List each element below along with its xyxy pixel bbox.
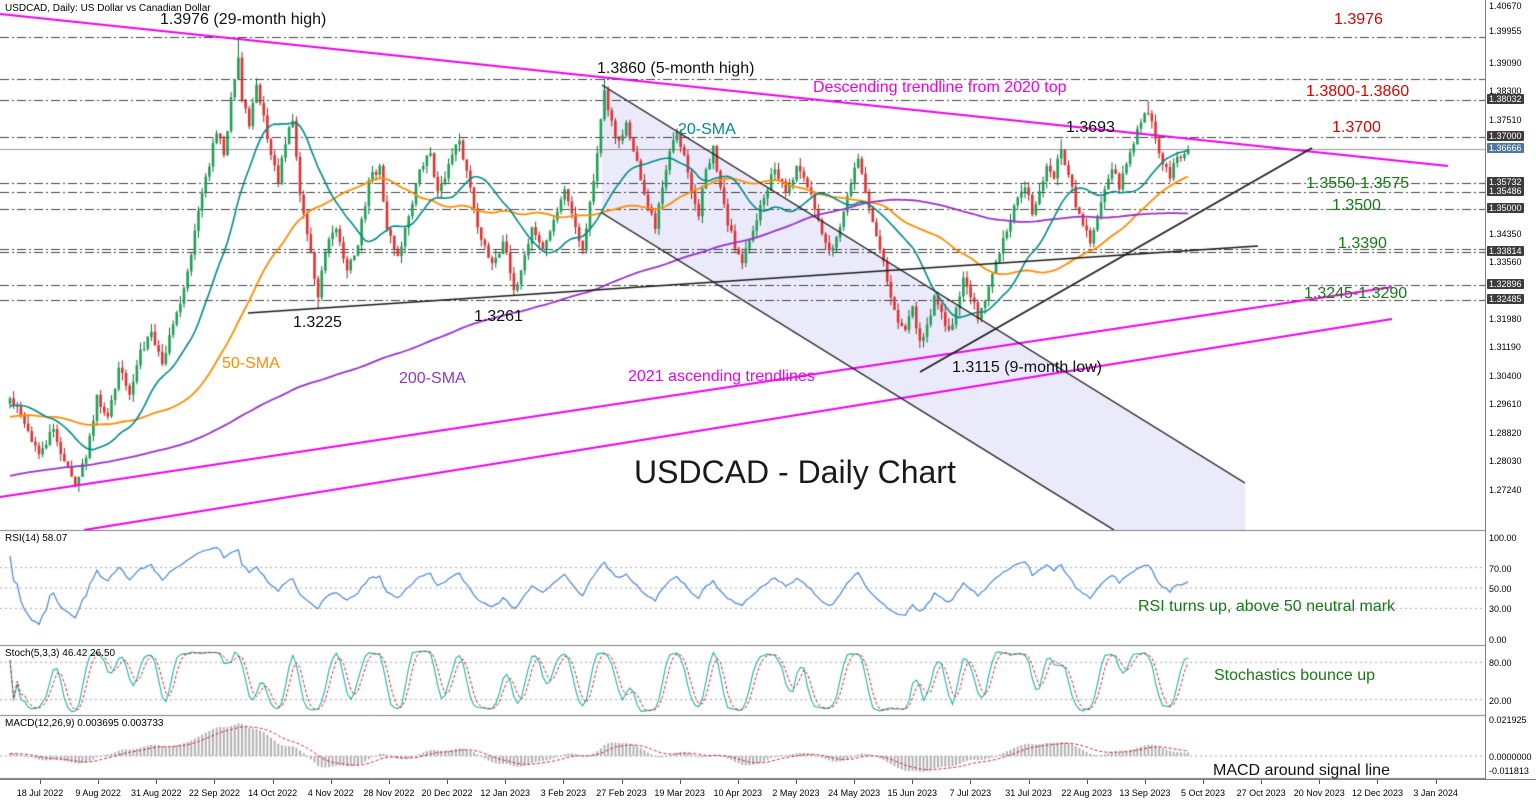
time-tick — [156, 780, 158, 784]
chart-canvas[interactable] — [0, 0, 1485, 779]
time-tick — [98, 780, 100, 784]
stoch-axis-label: 20.00 — [1489, 695, 1512, 706]
level-price-tag: 1.38032 — [1487, 93, 1524, 104]
time-label: 24 May 2023 — [828, 788, 881, 798]
level-price-tag: 1.35000 — [1487, 203, 1524, 214]
level-price-tag: 1.33814 — [1487, 245, 1524, 256]
current-price-tag: 1.36666 — [1487, 143, 1524, 154]
time-label: 2 May 2023 — [772, 788, 820, 798]
time-label: 3 Jan 2024 — [1413, 788, 1458, 798]
macd-axis-label: 0.0000000 — [1489, 752, 1532, 763]
time-label: 12 Dec 2023 — [1351, 788, 1403, 798]
time-tick — [1144, 780, 1146, 784]
level-price-tag: 1.35732 — [1487, 176, 1524, 187]
time-label: 31 Jul 2023 — [1005, 788, 1052, 798]
rsi-axis-label: 100.00 — [1489, 533, 1517, 543]
price-grid-label: 1.31980 — [1489, 314, 1522, 324]
time-tick — [679, 780, 681, 784]
time-label: 20 Dec 2022 — [421, 788, 473, 798]
time-label: 14 Oct 2022 — [248, 788, 298, 798]
macd-axis-label: 0.021925 — [1489, 715, 1527, 725]
stoch-axis-label: 80.00 — [1489, 658, 1512, 669]
time-tick — [505, 780, 507, 784]
time-tick — [1435, 780, 1437, 784]
time-tick — [1028, 780, 1030, 784]
time-label: 13 Sep 2023 — [1119, 788, 1171, 798]
rsi-indicator-label: RSI(14) 58.07 — [5, 533, 68, 544]
time-label: 22 Sep 2022 — [188, 788, 240, 798]
time-tick — [447, 780, 449, 784]
price-grid-label: 1.27240 — [1489, 484, 1522, 495]
level-price-tag: 1.35486 — [1487, 185, 1524, 196]
time-tick — [1086, 780, 1088, 784]
price-grid-label: 1.39090 — [1489, 57, 1522, 68]
time-tick — [912, 780, 914, 784]
price-grid-label: 1.38300 — [1489, 86, 1522, 97]
time-label: 22 Aug 2023 — [1061, 788, 1112, 798]
time-label: 5 Oct 2023 — [1180, 788, 1226, 798]
time-tick — [1377, 780, 1379, 784]
price-grid-label: 1.34350 — [1489, 228, 1522, 239]
price-grid-label: 1.37510 — [1489, 114, 1522, 125]
price-grid-label: 1.33560 — [1489, 257, 1522, 268]
time-label: 9 Aug 2022 — [75, 788, 121, 798]
level-price-tag: 1.32485 — [1487, 293, 1524, 304]
macd-indicator-label: MACD(12,26,9) 0.003695 0.003733 — [5, 718, 164, 729]
time-label: 18 Jul 2022 — [16, 788, 64, 798]
price-grid-label: 1.40670 — [1489, 0, 1522, 11]
price-grid-label: 1.29610 — [1489, 399, 1522, 410]
time-tick — [40, 780, 41, 784]
time-tick — [621, 780, 623, 784]
macd-axis-label: -0.011813 — [1489, 766, 1529, 776]
chart-title: USDCAD, Daily: US Dollar vs Canadian Dol… — [5, 3, 211, 14]
level-price-tag: 1.32896 — [1487, 278, 1524, 289]
time-tick — [1261, 780, 1263, 784]
price-grid-label: 1.28030 — [1489, 456, 1522, 467]
rsi-axis-label: 50.00 — [1489, 584, 1512, 594]
time-tick — [854, 780, 856, 784]
stoch-indicator-label: Stoch(5,3,3) 46.42 26.50 — [5, 648, 116, 659]
time-tick — [1203, 780, 1204, 784]
time-tick — [272, 780, 274, 784]
time-label: 20 Nov 2023 — [1293, 788, 1345, 798]
price-grid-label: 1.39955 — [1489, 26, 1522, 37]
rsi-axis-label: 70.00 — [1489, 563, 1512, 574]
time-label: 12 Jan 2023 — [480, 788, 530, 798]
time-label: 28 Nov 2022 — [363, 788, 415, 798]
time-label: 27 Oct 2023 — [1236, 788, 1286, 798]
price-axis[interactable]: 1.40670 1.39955 1.39090 1.38300 1.37510 1.343… — [1485, 0, 1536, 779]
level-price-tag: 1.37000 — [1487, 131, 1524, 141]
time-tick — [737, 780, 739, 784]
time-axis[interactable]: 18 Jul 2022 9 Aug 2022 31 Aug 2022 22 Sep 2… — [0, 779, 1536, 809]
time-label: 3 Feb 2023 — [540, 788, 587, 798]
time-tick — [330, 780, 332, 784]
time-label: 15 Jun 2023 — [887, 788, 938, 798]
time-label: 19 Mar 2023 — [654, 788, 705, 798]
time-tick — [795, 780, 797, 784]
time-tick — [563, 780, 565, 784]
time-label: 7 Jul 2023 — [949, 788, 992, 798]
time-tick — [388, 780, 390, 784]
time-label: 10 Apr 2023 — [713, 788, 763, 798]
rsi-axis-label: 0.00 — [1489, 635, 1507, 645]
price-grid-label: 1.31190 — [1489, 342, 1521, 353]
time-label: 27 Feb 2023 — [596, 788, 647, 798]
price-grid-label: 1.28820 — [1489, 427, 1522, 438]
time-tick — [214, 780, 216, 784]
time-label: 4 Nov 2022 — [307, 788, 354, 798]
time-label: 31 Aug 2022 — [131, 788, 182, 798]
price-grid-label: 1.30400 — [1489, 370, 1522, 381]
time-tick — [1319, 780, 1321, 784]
rsi-axis-label: 30.00 — [1489, 604, 1512, 615]
time-tick — [970, 780, 972, 784]
